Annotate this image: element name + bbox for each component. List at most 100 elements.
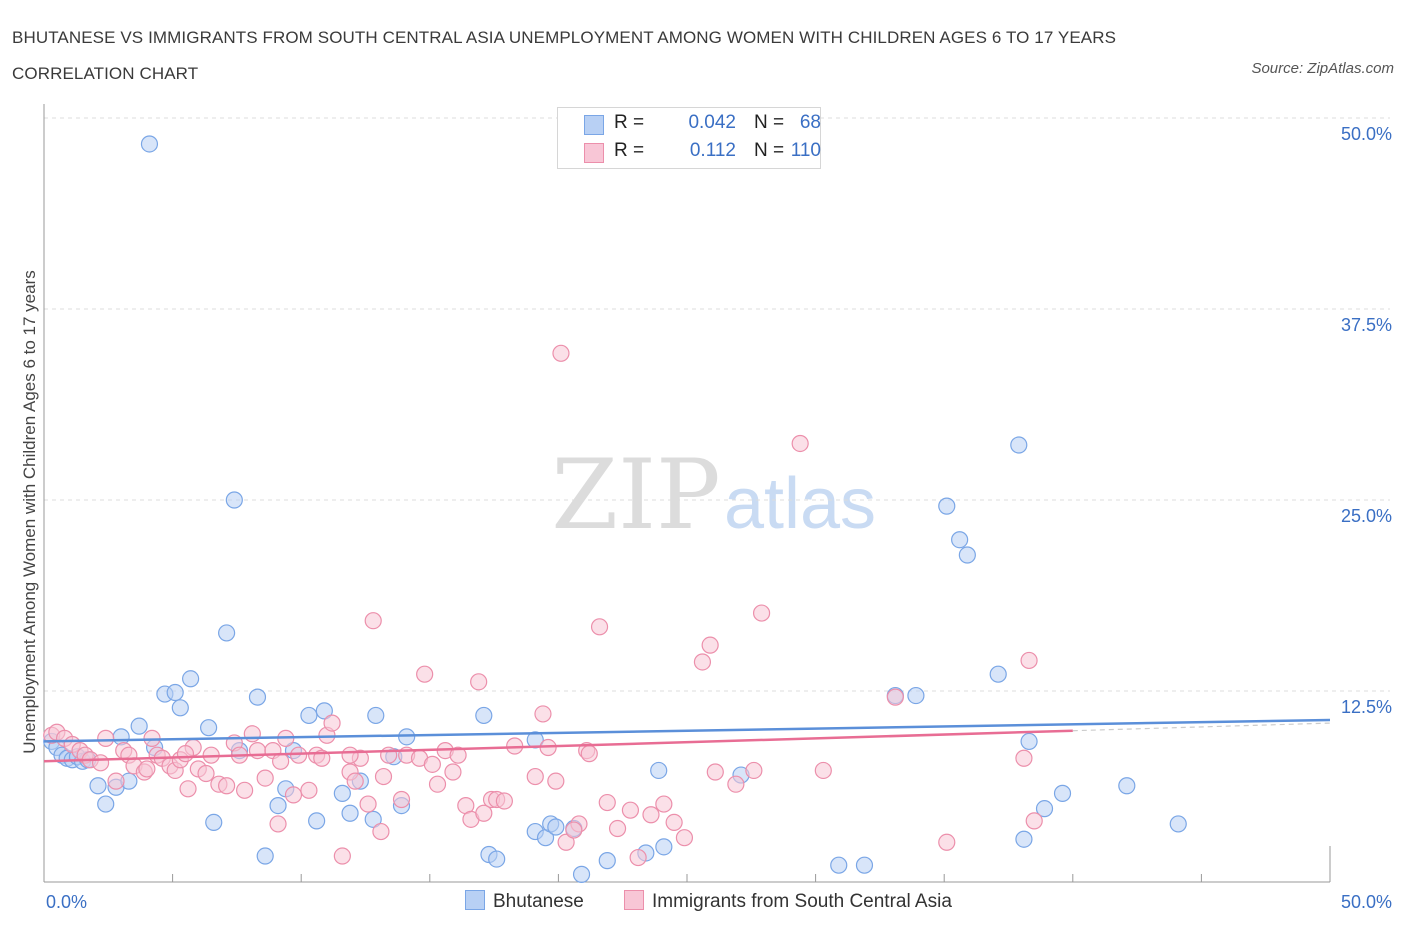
- immigrants-point: [598, 793, 616, 812]
- legend-swatch-bhutanese: [584, 115, 604, 135]
- y-tick-label: 50.0%: [1341, 124, 1392, 144]
- immigrants-point: [346, 772, 364, 790]
- immigrants-point: [1020, 651, 1038, 670]
- bhutanese-point: [341, 804, 359, 822]
- y-tick-label: 37.5%: [1341, 315, 1392, 335]
- watermark-zip: ZIP: [551, 439, 720, 551]
- immigrants-point: [333, 847, 351, 865]
- immigrants-point: [590, 618, 609, 636]
- legend-n-label: N =: [754, 112, 785, 133]
- immigrants-point: [665, 813, 683, 832]
- bhutanese-point: [475, 706, 493, 725]
- immigrants-point: [693, 653, 712, 671]
- immigrants-point: [886, 688, 904, 706]
- bhutanese-point: [225, 491, 243, 509]
- bhutanese-point: [140, 135, 159, 153]
- bhutanese-point: [572, 865, 591, 883]
- bhutanese-point: [256, 847, 274, 865]
- immigrants-point: [341, 746, 359, 764]
- bhutanese-point: [989, 665, 1007, 683]
- series-legend-immigrants: Immigrants from South Central Asia: [624, 890, 952, 913]
- immigrants-point: [475, 804, 493, 822]
- bhutanese-point: [130, 717, 148, 735]
- immigrants-point: [449, 746, 467, 764]
- bhutanese-point: [315, 702, 333, 720]
- bhutanese-point: [367, 706, 385, 725]
- immigrants-point: [176, 745, 195, 763]
- immigrants-point: [138, 760, 156, 778]
- immigrants-point: [374, 767, 393, 786]
- chart-title: BHUTANESE VS IMMIGRANTS FROM SOUTH CENTR…: [12, 28, 1117, 83]
- immigrants-point: [701, 636, 719, 654]
- bhutanese-point: [1169, 815, 1187, 833]
- immigrants-point: [495, 792, 513, 810]
- bhutanese-point: [1035, 800, 1054, 818]
- bhutanese-point: [333, 784, 351, 802]
- legend-r-label: R =: [614, 140, 645, 161]
- y-axis-label: Unemployment Among Women with Children A…: [20, 270, 39, 754]
- immigrants-point: [323, 714, 341, 732]
- y-tick-label: 25.0%: [1341, 506, 1392, 526]
- immigrants-point: [243, 725, 261, 743]
- immigrants-point: [300, 781, 318, 799]
- bhutanese-point: [598, 852, 616, 870]
- immigrants-point: [179, 780, 197, 798]
- x-tick-label: 0.0%: [46, 892, 87, 912]
- immigrants-point: [1015, 749, 1033, 767]
- bhutanese-point: [655, 838, 673, 856]
- bhutanese-point: [488, 850, 506, 868]
- bhutanese-point: [1053, 784, 1072, 802]
- immigrants-point: [428, 775, 447, 793]
- bhutanese-point: [269, 796, 287, 815]
- bhutanese-point: [200, 719, 218, 737]
- immigrants-point: [218, 777, 236, 795]
- bhutanese-point: [1015, 830, 1033, 848]
- bhutanese-point: [958, 546, 976, 564]
- bhutanese-point: [218, 624, 236, 642]
- immigrants-point: [706, 763, 724, 781]
- series-name-bhutanese: Bhutanese: [493, 891, 584, 912]
- immigrants-point: [236, 781, 254, 799]
- immigrants-point: [197, 764, 215, 783]
- bhutanese-point: [182, 670, 200, 688]
- bhutanese-point: [830, 856, 848, 874]
- immigrants-point: [392, 790, 411, 809]
- immigrants-point: [608, 819, 627, 838]
- source-label: Source: ZipAtlas.com: [1251, 60, 1394, 77]
- immigrants-point: [791, 434, 809, 453]
- immigrants-point: [752, 604, 771, 622]
- series-legend-bhutanese: Bhutanese: [465, 890, 584, 913]
- immigrants-point: [655, 795, 673, 813]
- immigrants-point: [284, 786, 303, 804]
- series-swatch-immigrants: [624, 890, 644, 910]
- immigrants-point: [534, 705, 552, 723]
- series-swatch-bhutanese: [465, 890, 485, 910]
- correlation-legend: R = 0.042 N = 68 R = 0.112 N = 110: [557, 107, 821, 169]
- immigrants-trend-line: [43, 729, 1073, 763]
- immigrants-point: [565, 821, 583, 839]
- legend-r-label: R =: [614, 112, 645, 133]
- immigrants-point: [580, 745, 598, 763]
- immigrants-point: [470, 673, 488, 691]
- bhutanese-point: [938, 497, 956, 515]
- bhutanese-point: [951, 531, 969, 549]
- x-tick-label: 50.0%: [1341, 892, 1392, 912]
- bhutanese-point: [171, 699, 189, 717]
- bhutanese-point: [364, 810, 382, 828]
- immigrants-point: [372, 822, 390, 841]
- series-name-immigrants: Immigrants from South Central Asia: [652, 891, 952, 912]
- bhutanese-point: [97, 795, 115, 813]
- immigrants-point: [1025, 812, 1043, 830]
- immigrants-point: [621, 801, 640, 819]
- y-tick-label: 12.5%: [1341, 697, 1392, 717]
- immigrants-point: [552, 344, 570, 362]
- bhutanese-point: [1118, 777, 1136, 795]
- immigrants-point: [557, 833, 575, 851]
- immigrants-point: [675, 829, 694, 847]
- immigrants-point: [629, 848, 647, 867]
- bhutanese-point: [89, 777, 107, 795]
- bhutanese-trend-line: [43, 718, 1331, 743]
- bhutanese-point: [308, 812, 326, 830]
- bhutanese-point: [855, 856, 874, 874]
- immigrants-point: [526, 767, 544, 786]
